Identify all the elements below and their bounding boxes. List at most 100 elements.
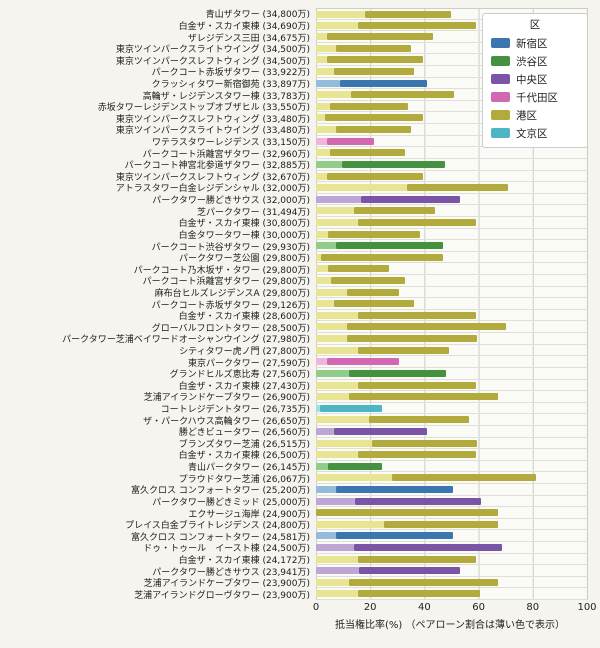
bar-segment-pairloan xyxy=(316,207,354,215)
bar-label: 白金タワータワー棟 (30,000万) xyxy=(178,230,310,241)
bar-track xyxy=(316,576,588,589)
bar-row: パークコート渋谷ザタワー (29,930万) xyxy=(0,240,588,253)
bar-row: 富久クロス コンフォートタワー (25,200万) xyxy=(0,483,588,497)
bar-label: 富久クロス コンフォートタワー (25,200万) xyxy=(131,486,310,497)
bar-track xyxy=(316,275,588,287)
bar-segment-pairloan xyxy=(316,11,365,18)
bar-label: 芝浦アイランドケープタワー (26,900万) xyxy=(143,393,310,404)
bar-label: プレイス白金ブライトレジデンス (24,800万) xyxy=(125,521,310,532)
legend-item: 文京区 xyxy=(491,124,579,142)
bar-segment-main xyxy=(326,172,424,180)
bar-segment-main xyxy=(406,184,509,192)
bar-segment-main xyxy=(347,335,478,343)
bar-label: クラッシィタワー新宿御苑 (33,897万) xyxy=(151,79,310,90)
bar-label: パークタワー芝浦ベイワードオーシャンウイング (27,980万) xyxy=(62,335,310,346)
bar-label: 赤坂タワーレジデンストップオブザヒル (33,550万) xyxy=(97,103,310,114)
legend-swatch-icon xyxy=(491,92,510,102)
bar-track xyxy=(316,553,588,566)
bar-label: アトラスタワー白金レジデンシャル (32,000万) xyxy=(115,184,310,195)
bar-segment-pairloan xyxy=(316,520,384,528)
bar-segment-main xyxy=(321,253,444,261)
bar-segment-pairloan xyxy=(316,404,321,412)
bar-segment-pairloan xyxy=(316,369,349,377)
bar-segment-pairloan xyxy=(316,114,326,122)
bar-segment-main xyxy=(336,242,444,250)
bar-segment-main xyxy=(329,149,406,157)
bar-segment-pairloan xyxy=(316,277,331,285)
bar-segment-pairloan xyxy=(316,253,322,261)
bar-segment-main xyxy=(351,91,455,99)
bar-label: ワテラスタワーレジデンス (33,150万) xyxy=(151,138,310,149)
bar-track xyxy=(316,263,588,276)
bar-track xyxy=(316,507,588,519)
x-axis-ticks: 0 20 40 60 80 100 xyxy=(313,602,597,614)
legend-label: 港区 xyxy=(516,109,537,122)
bar-track xyxy=(316,298,588,310)
bar-segment-main xyxy=(358,346,449,354)
legend: 区 新宿区 渋谷区 中央区 千代田区 港区 文京区 xyxy=(482,13,588,148)
legend-item: 中央区 xyxy=(491,70,579,88)
bar-row: 青山パークタワー (26,145万) xyxy=(0,460,588,474)
bar-label: 東京ツインパークスレフトウィング (32,670万) xyxy=(115,172,310,183)
bar-row: 白金ザ・スカイ東棟 (24,172万) xyxy=(0,553,588,566)
bar-label: パークタワー勝どきサウス (32,000万) xyxy=(152,196,310,207)
bar-segment-pairloan xyxy=(316,462,329,470)
bar-segment-pairloan xyxy=(316,137,327,145)
bar-segment-main xyxy=(336,532,453,540)
bar-label: 白金ザ・スカイ東棟 (27,430万) xyxy=(178,381,310,392)
bar-row: ザ・パークハウス高輪タワー (26,650万) xyxy=(0,414,588,427)
bar-segment-main xyxy=(333,300,414,308)
bar-segment-main xyxy=(358,555,476,563)
bar-segment-pairloan xyxy=(316,497,356,505)
bar-row: グランドヒルズ恵比寿 (27,560万) xyxy=(0,367,588,380)
bar-row: 白金ザ・スカイ東棟 (28,600万) xyxy=(0,309,588,323)
bar-label: 芝浦アイランドケープタワー (23,900万) xyxy=(143,579,310,590)
bar-segment-main xyxy=(333,68,414,76)
x-tick-label: 60 xyxy=(472,602,485,613)
bar-segment-main xyxy=(358,218,476,226)
bar-segment-pairloan xyxy=(316,102,330,110)
bar-segment-pairloan xyxy=(316,335,348,343)
bar-row: 勝どきビュータワー (26,560万) xyxy=(0,425,588,438)
bar-segment-pairloan xyxy=(316,91,352,99)
legend-label: 新宿区 xyxy=(516,37,548,50)
bar-label: 白金ザ・スカイ東棟 (28,600万) xyxy=(178,312,310,323)
bar-segment-pairloan xyxy=(316,149,330,157)
bar-segment-pairloan xyxy=(316,33,327,41)
bar-label: 東京ツインパークスライトウイング (34,500万) xyxy=(115,45,310,56)
bar-track xyxy=(316,542,588,554)
bar-segment-pairloan xyxy=(316,265,329,273)
bar-track xyxy=(316,147,588,159)
bar-row: プレイス白金ブライトレジデンス (24,800万) xyxy=(0,518,588,532)
bar-label: エクサージュ海岸 (24,900万) xyxy=(188,509,310,520)
bar-row: パークコート赤坂ザタワー (29,126万) xyxy=(0,298,588,311)
bar-label: パークタワー芝公園 (29,800万) xyxy=(178,254,310,265)
bar-segment-main xyxy=(353,207,436,215)
bar-row: 麻布台ヒルズレジデンスA (29,800万) xyxy=(0,286,588,299)
bar-segment-main xyxy=(359,567,460,575)
bar-label: パークコート渋谷ザタワー (29,930万) xyxy=(151,242,310,253)
bar-label: 芝パークタワー (31,494万) xyxy=(196,207,310,218)
legend-swatch-icon xyxy=(491,110,510,120)
bar-row: グローバルフロントタワー (28,500万) xyxy=(0,321,588,334)
bar-segment-main xyxy=(333,427,428,435)
bar-track xyxy=(316,228,588,241)
bar-segment-pairloan xyxy=(316,218,358,226)
legend-label: 文京区 xyxy=(516,127,548,140)
bar-track xyxy=(316,321,588,334)
bar-row: 富久クロス コンフォートタワー (24,581万) xyxy=(0,530,588,543)
bar-track xyxy=(316,483,588,496)
bar-track xyxy=(316,530,588,543)
bar-track xyxy=(316,449,588,461)
bar-segment-main xyxy=(358,381,476,389)
bar-segment-main xyxy=(347,288,399,296)
bar-label: 青山パークタワー (26,145万) xyxy=(187,463,310,474)
bar-segment-main xyxy=(358,590,480,598)
bar-label: 青山ザタワー (34,800万) xyxy=(205,10,310,21)
bar-segment-main xyxy=(383,520,498,528)
bar-label: パークコート乃木坂ザ・タワー (29,800万) xyxy=(133,265,310,276)
bar-segment-pairloan xyxy=(316,451,358,459)
bar-segment-main xyxy=(355,497,482,505)
bar-row: 芝浦アイランドケープタワー (26,900万) xyxy=(0,391,588,403)
bar-row: プラウドタワー芝浦 (26,067万) xyxy=(0,472,588,485)
